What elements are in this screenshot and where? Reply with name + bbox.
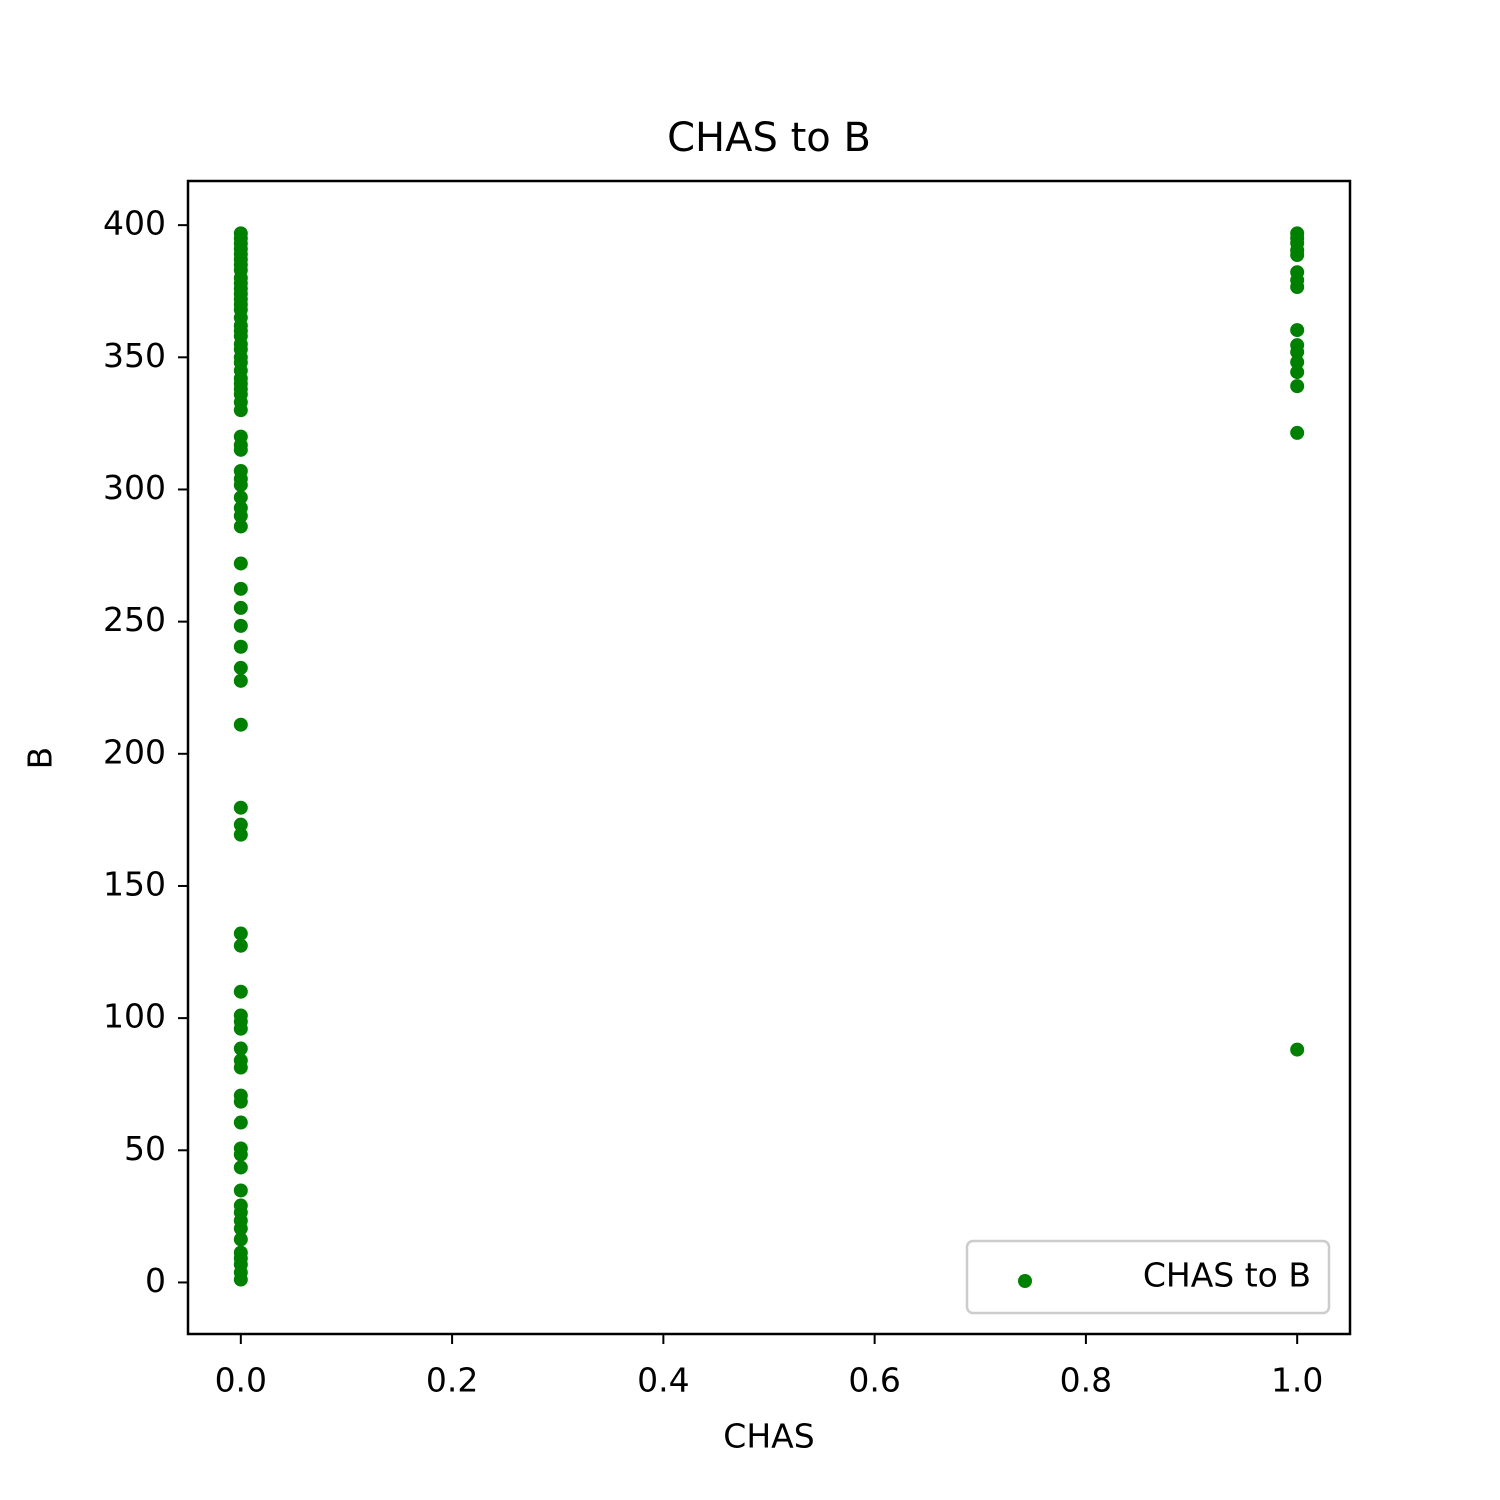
point (1290, 345, 1305, 360)
y-tick-label: 0 (145, 1261, 166, 1300)
y-tick-label: 300 (103, 468, 166, 507)
legend-label: CHAS to B (1143, 1256, 1311, 1295)
y-tick-label: 250 (103, 600, 166, 639)
point (233, 1160, 248, 1175)
point (233, 1041, 248, 1056)
point (233, 1221, 248, 1236)
point (1290, 323, 1305, 338)
point (233, 618, 248, 633)
point (233, 1060, 248, 1075)
point (233, 477, 248, 492)
point (233, 519, 248, 534)
point (233, 800, 248, 815)
x-axis-label: CHAS (723, 1417, 814, 1456)
y-tick-label: 200 (103, 732, 166, 771)
y-tick-label: 50 (124, 1129, 166, 1168)
point (233, 1183, 248, 1198)
point (233, 490, 248, 505)
point (233, 1232, 248, 1247)
point (233, 984, 248, 999)
plot-frame (186, 179, 1352, 1336)
point (233, 827, 248, 842)
y-axis-label: B (21, 747, 60, 770)
point (1290, 248, 1305, 263)
point (1290, 1042, 1305, 1057)
point (233, 1115, 248, 1130)
x-tick-label: 0.4 (637, 1361, 689, 1400)
x-tick-label: 0.0 (215, 1361, 267, 1400)
point (233, 673, 248, 688)
point (1290, 279, 1305, 294)
point (233, 442, 248, 457)
point (233, 1094, 248, 1109)
point (233, 1147, 248, 1162)
point (233, 817, 248, 832)
point (233, 581, 248, 596)
point (233, 938, 248, 953)
point (233, 1272, 248, 1287)
point (233, 508, 248, 523)
point (1290, 355, 1305, 370)
y-tick-label: 100 (103, 997, 166, 1036)
legend-box (965, 1239, 1331, 1315)
point (233, 926, 248, 941)
point (233, 717, 248, 732)
point (233, 556, 248, 571)
point (233, 403, 248, 418)
y-tick-label: 350 (103, 336, 166, 375)
point (233, 639, 248, 654)
y-tick-label: 150 (103, 864, 166, 903)
legend-marker (1018, 1274, 1032, 1288)
x-tick-label: 0.2 (426, 1361, 478, 1400)
point (233, 600, 248, 615)
point (233, 1021, 248, 1036)
point (1290, 365, 1305, 380)
point (1290, 425, 1305, 440)
x-tick-label: 0.6 (848, 1361, 900, 1400)
x-tick-label: 1.0 (1271, 1361, 1323, 1400)
x-tick-label: 0.8 (1060, 1361, 1112, 1400)
chart-title: CHAS to B (667, 115, 871, 161)
point (1290, 379, 1305, 394)
y-tick-label: 400 (103, 204, 166, 243)
point (233, 660, 248, 675)
